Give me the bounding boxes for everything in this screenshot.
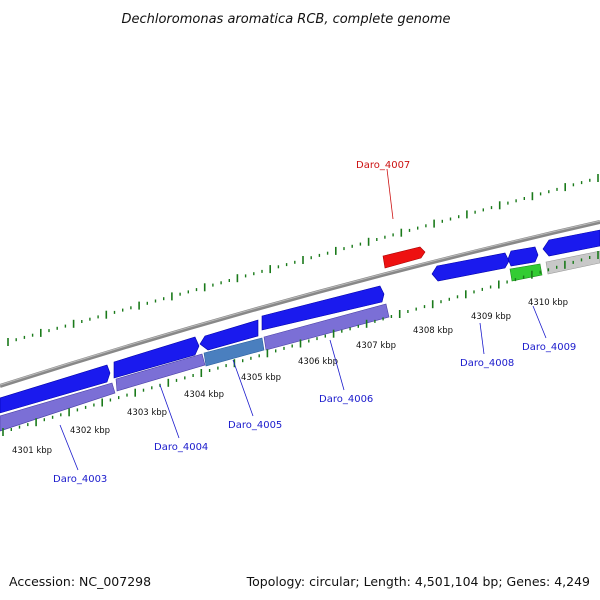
- gene-label-daro-4006[interactable]: Daro_4006: [319, 394, 373, 405]
- tick-label: 4310 kbp: [528, 298, 568, 308]
- rna-band[interactable]: [115, 353, 206, 392]
- gene-arrow[interactable]: [199, 319, 259, 351]
- genome-summary-text: Topology: circular; Length: 4,501,104 bp…: [246, 574, 590, 589]
- tick-label: 4309 kbp: [471, 312, 511, 322]
- gene-label-daro-4008[interactable]: Daro_4008: [460, 358, 514, 369]
- accession-text: Accession: NC_007298: [9, 574, 152, 589]
- rna-band[interactable]: [0, 382, 116, 432]
- gene-arrow[interactable]: [261, 285, 385, 331]
- tick-label: 4303 kbp: [127, 408, 167, 418]
- gene-label-daro-4004[interactable]: Daro_4004: [154, 442, 208, 453]
- rna-band[interactable]: [263, 303, 390, 351]
- tick-label: 4304 kbp: [184, 390, 224, 400]
- gene-label-daro-4005[interactable]: Daro_4005: [228, 420, 282, 431]
- genome-backbone: [0, 220, 600, 388]
- gene-arrow[interactable]: [113, 336, 200, 379]
- tick-label: 4301 kbp: [12, 446, 52, 456]
- upper-scale-track: [7, 174, 599, 346]
- tick-label: 4306 kbp: [298, 357, 338, 367]
- tick-label: 4308 kbp: [413, 326, 453, 336]
- gene-arrow[interactable]: [542, 229, 600, 257]
- tick-label: 4302 kbp: [70, 426, 110, 436]
- gene-daro-4007[interactable]: Daro_4007: [356, 160, 426, 269]
- tick-label: 4305 kbp: [241, 373, 281, 383]
- gene-green[interactable]: [509, 263, 543, 282]
- gene-label-daro-4009[interactable]: Daro_4009: [522, 342, 576, 353]
- lower-feature-bands: [0, 250, 600, 432]
- gene-label-daro-4003[interactable]: Daro_4003: [53, 474, 107, 485]
- gene-arrow[interactable]: [507, 246, 539, 267]
- gene-labels: Daro_4003 Daro_4004 Daro_4005 Daro_4006 …: [53, 305, 576, 485]
- lower-scale-track: [2, 251, 599, 436]
- gene-arrow[interactable]: [0, 364, 111, 414]
- forward-strand-genes: [0, 229, 600, 414]
- steelblue-band[interactable]: [203, 337, 265, 367]
- tick-label: 4307 kbp: [356, 341, 396, 351]
- tick-labels: 4301 kbp 4302 kbp 4303 kbp 4304 kbp 4305…: [12, 298, 568, 456]
- gene-label-daro-4007[interactable]: Daro_4007: [356, 160, 410, 171]
- genome-title: Dechloromonas aromatica RCB, complete ge…: [121, 12, 450, 27]
- gene-arrow[interactable]: [431, 252, 510, 282]
